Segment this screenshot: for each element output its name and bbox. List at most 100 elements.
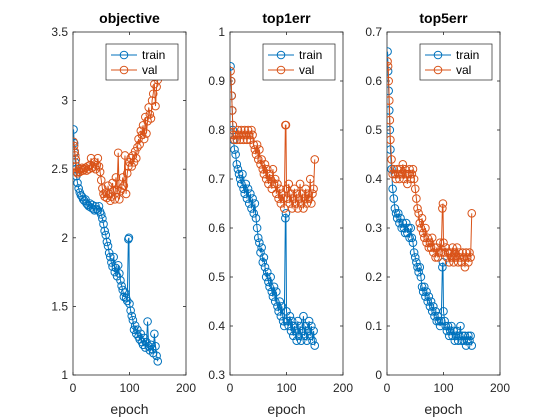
chart-objective-train-point xyxy=(102,237,112,247)
chart-top1err-val-point xyxy=(284,179,294,189)
chart-top5err-train-point xyxy=(460,331,470,341)
chart-top1err-val-point xyxy=(303,189,313,198)
chart-top5err-train-point xyxy=(424,292,434,301)
chart-top1err-train-point xyxy=(277,302,287,311)
chart-objective-val-point xyxy=(127,162,137,171)
chart-top5err-train-point xyxy=(408,238,418,247)
chart-top5err-train-point xyxy=(451,331,461,341)
chart-top5err-val-point xyxy=(413,204,422,213)
chart-top1err-val-point xyxy=(230,135,239,145)
chart-objective-train-point xyxy=(127,311,137,321)
chart-top1err-val-point xyxy=(281,120,291,130)
chart-objective-ytick-label: 2 xyxy=(61,231,68,245)
chart-top5err-train-point xyxy=(394,209,403,218)
chart-top5err-val-point xyxy=(390,169,400,179)
chart-objective-train-point xyxy=(122,296,132,306)
chart-top5err-ytick-label: 0.5 xyxy=(365,123,382,137)
chart-objective-train-point xyxy=(96,210,106,219)
chart-top1err-train-point xyxy=(281,213,290,223)
chart-top1err-series-val xyxy=(230,66,320,213)
chart-objective-val-point xyxy=(122,169,132,178)
chart-top1err-val-point xyxy=(295,179,305,189)
chart-objective-xtick-label: 0 xyxy=(70,381,77,395)
chart-top1err-ytick-label: 1 xyxy=(218,25,225,39)
chart-top1err-xtick-label: 200 xyxy=(333,381,353,395)
chart-top5err-val-point xyxy=(459,253,469,262)
chart-top1err-train-point xyxy=(266,272,275,282)
chart-top5err-val-point xyxy=(387,76,393,86)
chart-top5err-val-point xyxy=(412,194,421,203)
chart-objective-val-point xyxy=(73,151,80,160)
chart-top1err-train-point xyxy=(267,287,277,297)
chart-top5err-val-point xyxy=(410,184,420,194)
chart-top1err-val-point xyxy=(256,160,265,169)
chart-top5err-val-point xyxy=(422,238,431,247)
chart-top5err-val-point xyxy=(406,174,416,184)
chart-objective-legend-box xyxy=(105,43,179,81)
chart-top1err-train-point xyxy=(230,62,235,71)
chart-top5err-legend-box xyxy=(419,43,493,81)
chart-objective-xlabel: epoch xyxy=(110,401,148,417)
chart-objective-train-point xyxy=(125,299,134,308)
chart-objective-train-point xyxy=(116,276,125,285)
chart-top5err-train-point xyxy=(421,292,430,301)
chart-objective-train-point xyxy=(142,337,151,347)
chart-top1err-val-point xyxy=(249,140,259,149)
chart-top5err-train-point xyxy=(464,331,473,341)
chart-top5err-xtick-label: 100 xyxy=(433,381,453,395)
chart-top1err-train-point xyxy=(235,174,245,184)
chart-top1err-val-point xyxy=(243,125,253,135)
chart-top1err-val-point xyxy=(250,145,260,154)
chart-top5err-val-point xyxy=(416,223,426,233)
chart-top1err-val-point xyxy=(230,91,236,100)
chart-top5err-train-point xyxy=(407,233,417,243)
chart-top1err-val-point xyxy=(260,160,270,169)
chart-top1err-train-point xyxy=(285,311,295,321)
chart-top1err-train-point xyxy=(232,160,242,169)
chart-top1err-train-point xyxy=(251,213,261,223)
chart-top1err-train-point xyxy=(259,253,269,262)
chart-top1err-train-point xyxy=(283,316,292,326)
chart-objective-train-point xyxy=(143,317,152,326)
chart-top5err-ytick-label: 0 xyxy=(375,368,382,382)
chart-objective-val-point xyxy=(151,101,160,111)
chart-top5err-val-point xyxy=(389,164,399,174)
chart-top1err-ytick-label: 0.3 xyxy=(208,368,225,382)
chart-top5err-train-point xyxy=(427,307,437,316)
chart-top5err-val-point xyxy=(434,248,444,257)
chart-top5err-ytick-label: 0.6 xyxy=(365,74,382,88)
chart-top5err-train-point xyxy=(404,223,413,233)
chart-top1err-train-point xyxy=(248,194,257,203)
chart-objective-train-point xyxy=(152,351,161,361)
chart-objective-train-point xyxy=(101,230,111,240)
chart-objective-ytick-label: 2.5 xyxy=(51,162,68,176)
chart-top5err-val-point xyxy=(387,135,395,145)
chart-objective-val-point xyxy=(139,134,149,144)
chart-top5err-legend-train-label: train xyxy=(456,48,479,62)
chart-objective-val-point xyxy=(73,141,79,151)
chart-top1err-val-point xyxy=(230,106,237,115)
chart-objective-val-point xyxy=(100,192,109,201)
chart-top5err-series-val xyxy=(387,57,477,272)
chart-objective-train-point xyxy=(105,252,115,262)
chart-top1err-val-point xyxy=(275,184,285,194)
chart-top1err-ytick-label: 0.6 xyxy=(208,221,225,235)
chart-objective-legend-train-label: train xyxy=(142,48,165,62)
chart-objective-train-point xyxy=(115,269,124,278)
chart-top5err-series-train xyxy=(387,47,477,350)
chart-top5err-val-point xyxy=(444,258,454,267)
chart-top1err-train-point xyxy=(276,311,286,321)
chart-top1err-train-point xyxy=(307,321,316,331)
chart-objective-train-point xyxy=(113,260,123,270)
chart-objective-train-point xyxy=(146,340,156,350)
chart-objective-val-point xyxy=(96,175,106,185)
chart-objective-val-point xyxy=(148,89,158,99)
chart-top1err-xtick-label: 0 xyxy=(227,381,234,395)
chart-objective-val-point xyxy=(141,112,150,122)
chart-top1err-title: top1err xyxy=(262,10,311,26)
chart-top1err-val-point xyxy=(235,135,245,145)
chart-top5err-xlabel: epoch xyxy=(424,401,462,417)
chart-objective-val-point xyxy=(117,184,126,193)
chart-top1err-val-point xyxy=(232,135,242,145)
